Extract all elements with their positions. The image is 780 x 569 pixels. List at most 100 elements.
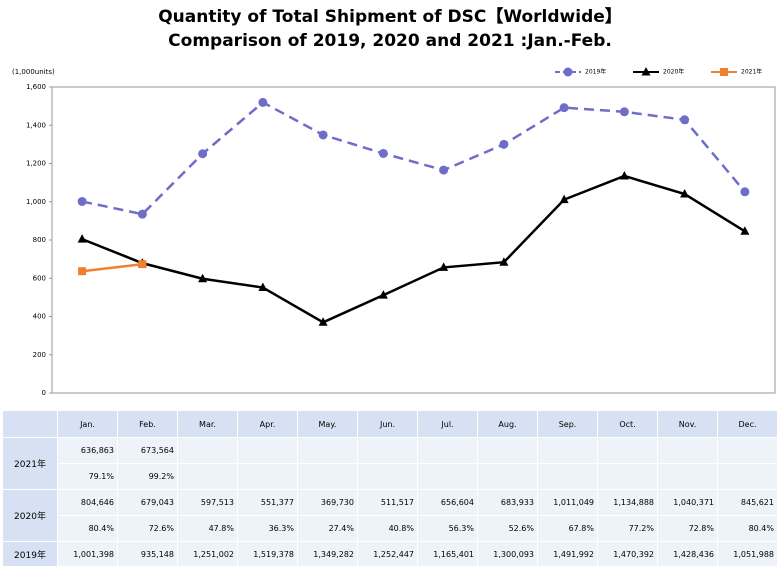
data-point <box>499 139 509 149</box>
table-cell: 511,517 <box>357 489 418 516</box>
data-point <box>680 189 690 198</box>
table-cell <box>177 463 238 490</box>
table-cell: 52.6% <box>477 515 538 542</box>
table-row: 80.4% 72.6% 47.8% 36.3% 27.4% 40.8% 56.3% 52.6%… <box>3 515 778 542</box>
legend-label: 2020年 <box>663 68 684 76</box>
table-cell: May. <box>297 410 358 438</box>
data-point <box>258 282 268 292</box>
data-point <box>559 103 569 113</box>
table-cell: 1,251,002 <box>177 541 238 567</box>
y-tick-label: 1,600 <box>26 83 46 91</box>
plot-frame <box>51 86 776 394</box>
data-point <box>198 273 208 283</box>
data-point <box>378 148 388 158</box>
table-cell: Jun. <box>357 410 418 438</box>
table-cell <box>357 463 418 490</box>
table-cell: 1,252,447 <box>357 541 418 567</box>
table-cell <box>477 437 538 464</box>
data-point <box>78 267 87 276</box>
table-cell <box>597 463 658 490</box>
table-cell: 1,001,398 <box>57 541 118 567</box>
table-cell: 36.3% <box>237 515 298 542</box>
data-point <box>740 226 750 235</box>
table-cell: Oct. <box>597 410 658 438</box>
table-cell: 79.1% <box>57 463 118 490</box>
table-row: Jan. Feb. Mar. Apr. May. Jun. Jul. Aug. Sep. Oct.… <box>2 410 778 438</box>
table-cell: Apr. <box>237 410 298 438</box>
table-cell: 673,564 <box>117 437 178 464</box>
table-cell: 597,513 <box>177 489 238 516</box>
table-cell: 369,730 <box>297 489 358 516</box>
table-cell: 1,519,378 <box>237 541 298 567</box>
table-cell: 935,148 <box>117 541 178 567</box>
table-cell: Aug. <box>477 410 538 438</box>
table-row: 2019年 1,001,398 935,148 1,251,002 1,519,378 1… <box>2 541 778 567</box>
data-point <box>138 260 147 269</box>
data-point <box>439 262 449 271</box>
legend-label: 2021年 <box>741 68 762 76</box>
table-cell: 27.4% <box>297 515 358 542</box>
chart: Quantity of Total Shipment of DSC【Worldw… <box>12 6 776 397</box>
data-point <box>137 209 147 219</box>
data-point <box>499 257 509 266</box>
chart-title: Quantity of Total Shipment of DSC【Worldw… <box>158 6 622 27</box>
y-tick-label: 200 <box>33 351 46 359</box>
legend-marker <box>563 67 573 77</box>
table-cell: Jul. <box>417 410 478 438</box>
table-cell: 67.8% <box>537 515 598 542</box>
table-row: 79.1% 99.2% <box>3 463 778 490</box>
table-cell: Jan. <box>57 410 118 438</box>
table-cell <box>237 437 298 464</box>
y-tick-label: 800 <box>33 236 46 244</box>
table-cell: 1,051,988 <box>717 541 778 567</box>
table-cell <box>297 463 358 490</box>
table-cell: Mar. <box>177 410 238 438</box>
table-cell: 845,621 <box>717 489 778 516</box>
table-cell: 656,604 <box>417 489 478 516</box>
table-cell: 1,470,392 <box>597 541 658 567</box>
table-cell <box>597 437 658 464</box>
table-cell: 679,043 <box>117 489 178 516</box>
table-cell <box>177 437 238 464</box>
table-cell: 1,040,371 <box>657 489 718 516</box>
table-cell: 2021年 <box>2 437 58 490</box>
chart-subtitle: Comparison of 2019, 2020 and 2021 :Jan.-… <box>168 31 612 51</box>
table-cell <box>717 463 778 490</box>
legend-label: 2019年 <box>585 68 606 76</box>
table-cell: 804,646 <box>57 489 118 516</box>
y-tick-label: 1,200 <box>26 160 46 168</box>
table-cell <box>2 410 58 438</box>
data-table: Jan. Feb. Mar. Apr. May. Jun. Jul. Aug. Sep. Oct.… <box>2 410 778 567</box>
table-cell: Nov. <box>657 410 718 438</box>
y-tick-label: 400 <box>33 313 46 321</box>
data-point <box>559 194 569 204</box>
table-cell <box>477 463 538 490</box>
table-cell: 1,349,282 <box>297 541 358 567</box>
y-axis-label: (1,000units) <box>12 68 55 76</box>
table-cell <box>657 437 718 464</box>
table-cell: 40.8% <box>357 515 418 542</box>
table-cell <box>417 463 478 490</box>
table-cell: 1,165,401 <box>417 541 478 567</box>
table-cell <box>537 463 598 490</box>
data-point <box>619 107 629 117</box>
table-cell: 551,377 <box>237 489 298 516</box>
series-line <box>81 174 746 324</box>
table-cell: Dec. <box>717 410 778 438</box>
data-point <box>439 165 449 175</box>
table-cell: 1,300,093 <box>477 541 538 567</box>
table-cell: 47.8% <box>177 515 238 542</box>
table-cell: 1,428,436 <box>657 541 718 567</box>
table-cell: 80.4% <box>717 515 778 542</box>
table-row: 2020年 804,646 679,043 597,513 551,377 369,730… <box>2 489 778 542</box>
series-line <box>81 100 746 216</box>
table-cell: 72.8% <box>657 515 718 542</box>
data-point <box>619 170 629 180</box>
data-point <box>680 115 690 125</box>
table-cell: 56.3% <box>417 515 478 542</box>
table-cell: 1,491,992 <box>537 541 598 567</box>
legend-marker <box>720 68 728 76</box>
table-cell <box>297 437 358 464</box>
y-tick-label: 0 <box>42 389 46 397</box>
